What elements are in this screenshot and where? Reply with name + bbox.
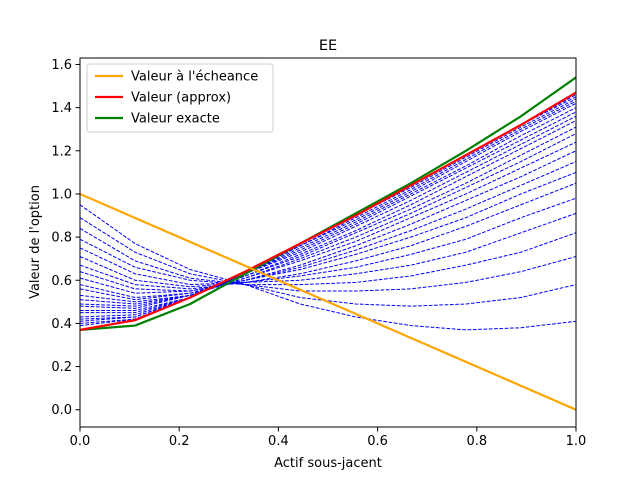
x-tick-label: 0.6 [367,434,388,449]
intermediate-curve-3 [80,228,576,292]
intermediate-curve-6 [80,197,576,288]
x-axis-label: Actif sous-jacent [274,456,382,471]
intermediate-curve-19 [80,100,576,320]
x-tick-label: 0.2 [169,434,190,449]
y-tick-label: 1.2 [51,144,72,159]
series-line-2 [80,91,576,331]
legend-label: Valeur à l'écheance [131,70,258,85]
intermediate-curve-11 [80,141,576,301]
y-tick-label: 0.4 [51,317,72,332]
intermediate-curve-14 [80,120,576,307]
legend-box [86,63,274,133]
series-line-1 [80,192,576,411]
intermediate-curve-15 [80,115,576,309]
intermediate-curve-5 [80,212,576,286]
y-tick-label: 0.0 [51,403,72,418]
y-axis-label: Valeur de l'option [28,185,43,299]
intermediate-curve-1 [80,204,576,331]
intermediate-curve-13 [80,126,576,305]
y-tick-label: 0.2 [51,360,72,375]
x-tick-label: 0.0 [70,434,91,449]
y-tick-label: 1.6 [51,58,72,73]
y-tick-label: 0.6 [51,274,72,289]
intermediate-curve-10 [80,150,576,299]
intermediate-curve-17 [80,107,576,314]
y-tick-label: 1.0 [51,187,72,202]
intermediate-curve-2 [80,217,576,307]
axes: 0.0 0.2 0.4 0.6 0.8 1.0 0.0 0.2 0.4 0.6 0.8 1.0 1.2 1… [51,57,587,449]
y-tick-label: 1.4 [51,101,72,116]
plot-frame [79,57,577,428]
intermediate-curve-4 [80,232,576,286]
intermediate-curve-8 [80,171,576,292]
x-tick-label: 0.8 [466,434,487,449]
x-tick-label: 0.4 [268,434,289,449]
intermediate-curve-9 [80,161,576,294]
legend-label: Valeur (approx) [131,91,231,106]
intermediate-curve-7 [80,182,576,290]
chart-title: EE [319,38,337,54]
plot-area [80,76,576,411]
legend: Valeur à l'écheance Valeur (approx) Valeur… [86,63,274,133]
intermediate-curve-16 [80,111,576,311]
intermediate-curve-12 [80,133,576,303]
x-tick-label: 1.0 [566,434,587,449]
legend-label: Valeur exacte [131,112,220,127]
y-tick-label: 0.8 [51,231,72,246]
intermediate-curve-18 [80,102,576,318]
